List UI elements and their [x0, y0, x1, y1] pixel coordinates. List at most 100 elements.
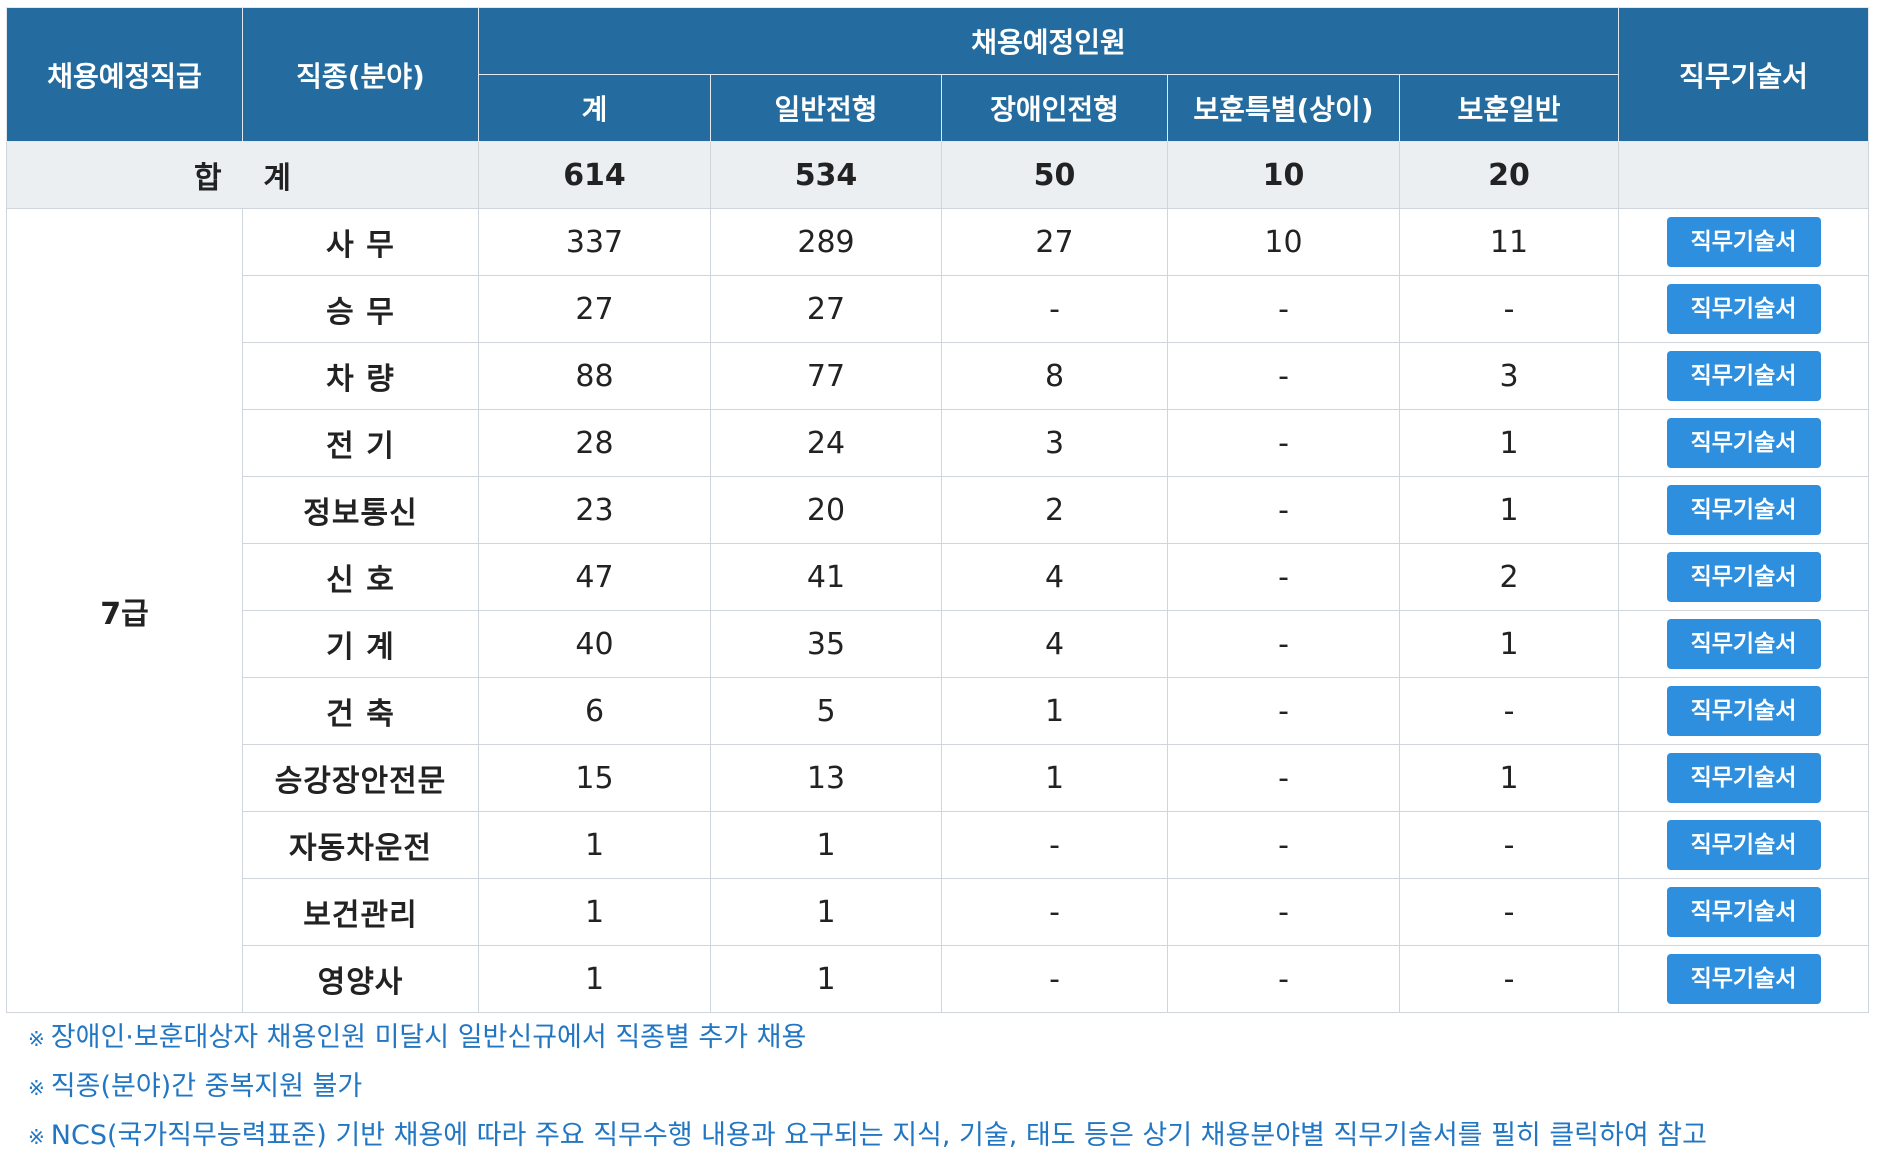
count-total-cell: 1	[478, 878, 711, 946]
job-description-cell: 직무기술서	[1618, 677, 1870, 745]
count-general-cell: 41	[710, 543, 942, 611]
header-field: 직종(분야)	[242, 7, 479, 142]
job-description-button[interactable]: 직무기술서	[1666, 485, 1821, 535]
job-description-button[interactable]: 직무기술서	[1666, 284, 1821, 334]
count-disabled-cell: 1	[941, 744, 1168, 812]
reference-mark-icon: ※	[28, 1125, 45, 1149]
count-general-cell: 1	[710, 945, 942, 1013]
count-veteran-general-cell: -	[1398, 878, 1620, 946]
field-name-cell: 영양사	[242, 945, 479, 1013]
count-total-cell: 6	[478, 677, 711, 745]
grade-cell: 7급	[6, 208, 243, 1013]
count-disabled-cell: 1	[941, 677, 1168, 745]
count-veteran-special-cell: -	[1167, 811, 1400, 879]
count-disabled-cell: -	[941, 811, 1168, 879]
field-name-cell: 자동차운전	[242, 811, 479, 879]
count-general-cell: 1	[710, 811, 942, 879]
note-item: ※ NCS(국가직무능력표준) 기반 채용에 따라 주요 직무수행 내용과 요구되…	[28, 1112, 1876, 1161]
table-row: 신 호 47 41 4-2 직무기술서	[7, 543, 1870, 611]
count-veteran-general-cell: -	[1398, 945, 1620, 1013]
header-disabled: 장애인전형	[941, 74, 1168, 142]
table-row: 기 계 40 35 4-1 직무기술서	[7, 610, 1870, 678]
count-general-cell: 5	[710, 677, 942, 745]
note-item: ※ 장애인·보훈대상자 채용인원 미달시 일반신규에서 직종별 추가 채용	[28, 1014, 1876, 1063]
total-disabled: 50	[941, 141, 1168, 209]
job-description-button[interactable]: 직무기술서	[1666, 954, 1821, 1004]
count-veteran-special-cell: -	[1167, 677, 1400, 745]
count-disabled-cell: -	[941, 945, 1168, 1013]
job-description-cell: 직무기술서	[1618, 275, 1870, 343]
count-veteran-general-cell: -	[1398, 275, 1620, 343]
job-description-cell: 직무기술서	[1618, 744, 1870, 812]
field-name-cell: 차 량	[242, 342, 479, 410]
header-planned-headcount: 채용예정인원	[477, 7, 1620, 75]
job-description-cell: 직무기술서	[1618, 476, 1870, 544]
count-veteran-general-cell: 1	[1398, 409, 1620, 477]
count-disabled-cell: 3	[941, 409, 1168, 477]
table-row: 영양사 1 1- - - 직무기술서	[7, 945, 1870, 1013]
count-veteran-special-cell: -	[1167, 476, 1400, 544]
header-grade: 채용예정직급	[6, 7, 243, 142]
count-disabled-cell: -	[941, 878, 1168, 946]
note-text: NCS(국가직무능력표준) 기반 채용에 따라 주요 직무수행 내용과 요구되는…	[50, 1120, 1707, 1151]
field-name-cell: 승강장안전문	[242, 744, 479, 812]
job-description-button[interactable]: 직무기술서	[1666, 552, 1821, 602]
count-veteran-general-cell: 1	[1398, 610, 1620, 678]
table-row: 승 무 27 27- - - 직무기술서	[7, 275, 1870, 343]
table-row: 자동차운전 1 1- - - 직무기술서	[7, 811, 1870, 879]
count-total-cell: 1	[478, 811, 711, 879]
count-disabled-cell: -	[941, 275, 1168, 343]
job-description-button[interactable]: 직무기술서	[1666, 351, 1821, 401]
count-veteran-general-cell: -	[1398, 677, 1620, 745]
field-name-cell: 건 축	[242, 677, 479, 745]
field-name-cell: 승 무	[242, 275, 479, 343]
count-general-cell: 289	[710, 208, 942, 276]
count-general-cell: 35	[710, 610, 942, 678]
count-veteran-special-cell: -	[1167, 342, 1400, 410]
reference-mark-icon: ※	[28, 1027, 45, 1051]
job-description-button[interactable]: 직무기술서	[1666, 753, 1821, 803]
count-total-cell: 28	[478, 409, 711, 477]
header-general: 일반전형	[710, 74, 942, 142]
count-disabled-cell: 8	[941, 342, 1168, 410]
note-text: 장애인·보훈대상자 채용인원 미달시 일반신규에서 직종별 추가 채용	[50, 1022, 807, 1053]
count-veteran-special-cell: -	[1167, 275, 1400, 343]
total-veteran-general: 20	[1398, 141, 1620, 209]
job-description-button[interactable]: 직무기술서	[1666, 619, 1821, 669]
job-description-button[interactable]: 직무기술서	[1666, 418, 1821, 468]
recruitment-table-container: 채용예정직급 직종(분야) 채용예정인원 직무기술서 계 일반전형 장애인전형 …	[6, 7, 1870, 1013]
job-description-cell: 직무기술서	[1618, 945, 1870, 1013]
count-general-cell: 77	[710, 342, 942, 410]
total-empty-cell	[1618, 141, 1870, 209]
count-general-cell: 20	[710, 476, 942, 544]
count-disabled-cell: 4	[941, 543, 1168, 611]
note-item: ※ 직종(분야)간 중복지원 불가	[28, 1063, 1876, 1112]
count-veteran-special-cell: -	[1167, 744, 1400, 812]
count-total-cell: 27	[478, 275, 711, 343]
count-veteran-general-cell: 3	[1398, 342, 1620, 410]
total-label: 합 계	[6, 141, 479, 209]
total-veteran-special: 10	[1167, 141, 1400, 209]
table-row: 보건관리 1 1- - - 직무기술서	[7, 878, 1870, 946]
job-description-cell: 직무기술서	[1618, 610, 1870, 678]
job-description-button[interactable]: 직무기술서	[1666, 820, 1821, 870]
table-row: 차 량 88 77 8-3 직무기술서	[7, 342, 1870, 410]
count-veteran-general-cell: 2	[1398, 543, 1620, 611]
field-name-cell: 사 무	[242, 208, 479, 276]
total-count: 614	[478, 141, 711, 209]
count-veteran-special-cell: -	[1167, 409, 1400, 477]
count-veteran-general-cell: 11	[1398, 208, 1620, 276]
job-description-button[interactable]: 직무기술서	[1666, 217, 1821, 267]
job-description-button[interactable]: 직무기술서	[1666, 887, 1821, 937]
count-veteran-general-cell: -	[1398, 811, 1620, 879]
field-name-cell: 전 기	[242, 409, 479, 477]
count-total-cell: 23	[478, 476, 711, 544]
job-description-cell: 직무기술서	[1618, 543, 1870, 611]
field-name-cell: 정보통신	[242, 476, 479, 544]
job-description-button[interactable]: 직무기술서	[1666, 686, 1821, 736]
count-general-cell: 1	[710, 878, 942, 946]
count-veteran-general-cell: 1	[1398, 744, 1620, 812]
header-veteran-general: 보훈일반	[1398, 74, 1620, 142]
count-veteran-special-cell: -	[1167, 878, 1400, 946]
count-disabled-cell: 2	[941, 476, 1168, 544]
